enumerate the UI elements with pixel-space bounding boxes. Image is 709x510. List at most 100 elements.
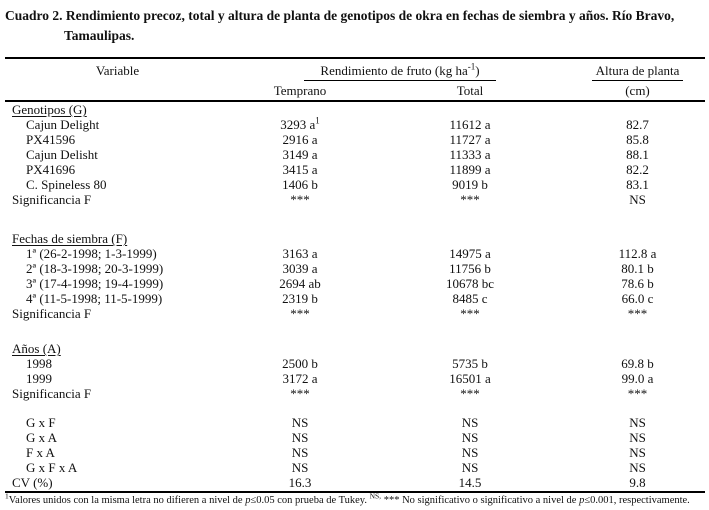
cell-total: *** [460,306,480,321]
cell-temprano: 16.3 [288,475,312,490]
table-row: 3ª (17-4-1998; 19-4-1999) 2694 ab 10678 … [5,276,705,291]
row-label: PX41596 [26,132,76,147]
table-row-cv: CV (%) 16.3 14.5 9.8 [5,475,705,490]
cell-altura: NS [629,430,646,445]
row-label: 1999 [26,371,52,386]
footnote-text-4: ≤0.001, respectivamente. [584,495,690,506]
table-header-row-2: Temprano Total (cm) [5,81,705,100]
section-heading-cell: Genotipos (G) [5,102,230,117]
row-label: G x A [26,430,58,445]
col-group-rendimiento: Rendimiento de fruto (kg ha-1) [230,61,570,81]
cell-total: NS [461,460,479,475]
table-row: PX41596 2916 a 11727 a 85.8 [5,132,705,147]
cell-temprano: *** [290,306,310,321]
caption-line-1: Cuadro 2. Rendimiento precoz, total y al… [5,8,675,23]
footnote-p-2: p [579,495,585,506]
cell-temprano: NS [291,460,309,475]
row-label: Significancia F [12,192,92,207]
caption-line-2: Tamaulipas. [64,28,135,43]
cell-altura: 112.8 a [618,246,657,261]
table-row: C. Spineless 80 1406 b 9019 b 83.1 [5,177,705,192]
col-header-cm: (cm) [625,82,650,98]
row-label: C. Spineless 80 [26,177,107,192]
cell-total: 14.5 [458,475,482,490]
cell-altura: 80.1 b [621,261,654,276]
table-row: F x A NS NS NS [5,445,705,460]
table-row: G x F x A NS NS NS [5,460,705,475]
table-row: G x A NS NS NS [5,430,705,445]
group-label-superscript: -1 [467,61,476,72]
col-group-rendimiento-label: Rendimiento de fruto (kg ha-1) [304,61,496,81]
cell-temprano: NS [291,430,309,445]
row-label: F x A [26,445,55,460]
group-label-close: ) [475,63,480,78]
row-label: 4ª (11-5-1998; 11-5-1999) [26,291,163,306]
row-label: Significancia F [12,306,92,321]
section-genotipos: Genotipos (G) Cajun Delight 3293 a1 1161… [5,102,705,207]
col-header-altura: Altura de planta [570,63,705,81]
row-label: G x F x A [26,460,78,475]
footnote-text-1: Valores unidos con la misma letra no dif… [8,495,246,506]
cell-total: NS [461,415,479,430]
cell-altura: 9.8 [629,475,646,490]
header-rule [5,100,705,102]
cell-altura: 88.1 [626,147,649,162]
cell-altura: *** [627,306,648,321]
cell-altura: NS [629,460,646,475]
row-label: Cajun Delisht [26,147,98,162]
table-row-significance: Significancia F *** *** *** [5,306,705,321]
table-footnote: 1Valores unidos con la misma letra no di… [5,492,705,507]
cell-total: *** [460,192,480,207]
cell-temprano: 1406 b [282,177,318,192]
bottom-rule [5,491,705,493]
row-label: Cajun Delight [26,117,100,132]
cell-temprano: 3172 a [282,371,318,386]
footnote-p-1: p [245,495,251,506]
col-header-temprano: Temprano [273,82,327,98]
cell-total: 11333 a [449,147,491,162]
cell-total: 9019 b [452,177,488,192]
table-header-row-1: Variable Rendimiento de fruto (kg ha-1) … [5,59,705,81]
row-label: PX41696 [26,162,76,177]
footnote-text-2: ≤0.05 con prueba de Tukey. [250,495,370,506]
cell-temprano: *** [290,386,310,401]
row-label: 1998 [26,356,52,371]
table-row: 4ª (11-5-1998; 11-5-1999) 2319 b 8485 c … [5,291,705,306]
cell-total: 10678 bc [445,276,495,291]
cell-total: 11899 a [449,162,491,177]
table-row-significance: Significancia F *** *** NS [5,192,705,207]
cell-temprano-superscript: 1 [315,115,320,126]
table-row: Cajun Delisht 3149 a 11333 a 88.1 [5,147,705,162]
row-label: 3ª (17-4-1998; 19-4-1999) [26,276,164,291]
cell-total: 11612 a [449,117,491,132]
section-heading-row: Años (A) [5,341,705,356]
cell-altura: NS [629,445,646,460]
cell-altura: 83.1 [626,177,649,192]
cell-total: 5735 b [452,356,488,371]
table-row: 2ª (18-3-1998; 20-3-1999) 3039 a 11756 b… [5,261,705,276]
cell-total: 11756 b [449,261,491,276]
cell-altura: 99.0 a [621,371,654,386]
cell-temprano-value: 3293 a [280,117,316,132]
cell-temprano: 3149 a [282,147,318,162]
section-heading-row: Fechas de siembra (F) [5,231,705,246]
cell-temprano: *** [290,192,310,207]
table-caption: Cuadro 2. Rendimiento precoz, total y al… [5,6,705,46]
cell-total: 8485 c [452,291,488,306]
cell-altura: 66.0 c [621,291,654,306]
group-label-text: Rendimiento de fruto (kg ha [320,63,468,78]
table-row: 1ª (26-2-1998; 1-3-1999) 3163 a 14975 a … [5,246,705,261]
cell-temprano: 3415 a [282,162,318,177]
section-anos: Años (A) 1998 2500 b 5735 b 69.8 b 1999 … [5,341,705,401]
cell-altura: *** [627,386,648,401]
section-heading-row: Genotipos (G) [5,102,705,117]
table-row-significance: Significancia F *** *** *** [5,386,705,401]
row-label: 1ª (26-2-1998; 1-3-1999) [26,246,157,261]
cell-altura: 85.8 [626,132,649,147]
cell-altura: NS [629,192,646,207]
cell-total: *** [460,386,480,401]
section-interacciones: G x F NS NS NS G x A NS NS NS F x A NS N… [5,415,705,490]
cell-altura: 82.2 [626,162,649,177]
section-heading: Años (A) [12,341,61,356]
